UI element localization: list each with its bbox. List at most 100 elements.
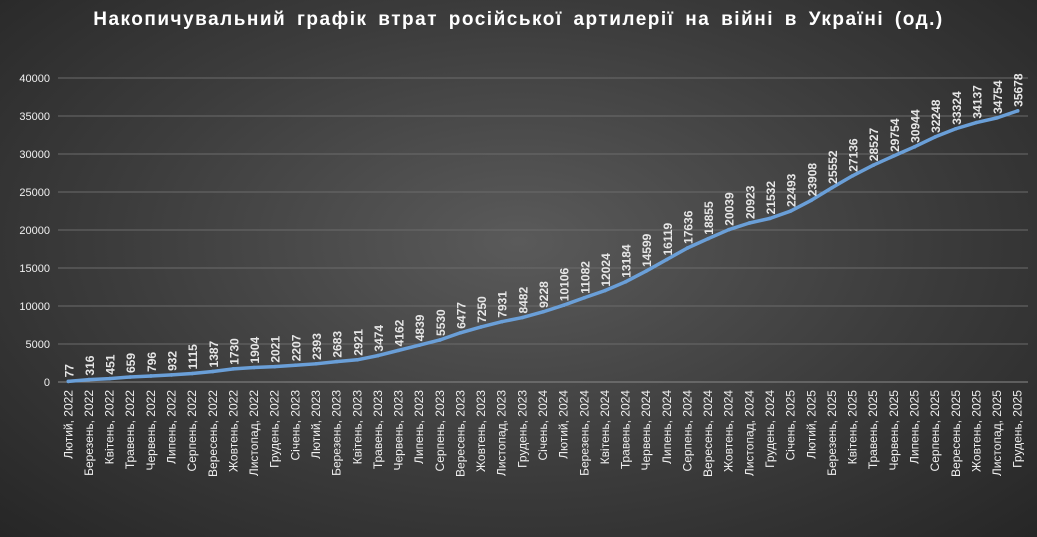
y-tick-label: 20000 <box>19 225 50 237</box>
data-label: 30944 <box>908 109 922 143</box>
data-point <box>107 376 112 381</box>
data-label: 1115 <box>186 344 200 370</box>
x-tick-label: Січень, 2025 <box>784 390 798 461</box>
data-point <box>871 163 876 167</box>
data-point <box>149 374 153 378</box>
data-point <box>623 280 628 284</box>
data-point <box>892 154 896 158</box>
data-label: 28527 <box>867 127 881 161</box>
data-label: 2921 <box>351 329 365 356</box>
x-tick-label: Березень, 2025 <box>825 390 839 476</box>
x-tick-label: Серпень, 2024 <box>680 390 694 472</box>
x-tick-label: Липень, 2025 <box>907 390 921 464</box>
data-point <box>376 353 380 358</box>
data-point <box>603 288 607 293</box>
y-tick-label: 0 <box>44 377 50 389</box>
data-label: 9228 <box>537 281 551 308</box>
data-point <box>499 319 504 324</box>
x-tick-label: Жовтень, 2022 <box>226 390 240 472</box>
x-tick-label: Березень, 2023 <box>330 390 344 476</box>
x-tick-label: Серпень, 2023 <box>433 390 447 472</box>
x-tick-label: Листопад, 2022 <box>247 390 261 476</box>
data-point <box>479 325 483 329</box>
x-tick-label: Квітень, 2023 <box>350 390 364 465</box>
data-point <box>768 216 772 221</box>
data-point <box>582 295 587 300</box>
data-label: 7250 <box>475 296 489 323</box>
data-label: 27136 <box>847 138 861 172</box>
data-point <box>830 186 834 190</box>
x-tick-label: Березень, 2022 <box>82 390 96 476</box>
data-label: 2021 <box>269 336 283 363</box>
x-tick-label: Липень, 2024 <box>660 390 674 464</box>
x-tick-label: Грудень, 2023 <box>515 390 529 468</box>
x-tick-label: Грудень, 2024 <box>763 390 777 468</box>
data-point <box>726 227 731 232</box>
data-point <box>644 269 648 273</box>
data-point <box>210 369 215 374</box>
data-label: 5530 <box>434 309 448 336</box>
data-label: 25552 <box>826 150 840 184</box>
data-label: 4162 <box>393 319 407 346</box>
x-tick-label: Травень, 2022 <box>123 390 137 469</box>
data-label: 6477 <box>454 302 468 329</box>
x-tick-label: Березень, 2024 <box>577 390 591 476</box>
x-tick-label: Серпень, 2022 <box>185 390 199 472</box>
x-tick-label: Січень, 2023 <box>288 390 302 461</box>
x-tick-label: Червень, 2023 <box>392 390 406 471</box>
data-label: 316 <box>83 355 97 375</box>
data-label: 21532 <box>764 181 778 215</box>
data-point <box>396 348 401 353</box>
data-label: 2207 <box>289 334 303 361</box>
data-point <box>665 257 669 262</box>
chart-title: Накопичувальний графік втрат російської … <box>93 9 944 30</box>
data-label: 3474 <box>372 325 386 352</box>
data-label: 11082 <box>578 261 592 294</box>
data-point <box>458 330 463 335</box>
x-tick-label: Лютий, 2024 <box>557 390 571 459</box>
data-label: 932 <box>166 351 180 371</box>
y-tick-label: 10000 <box>19 301 50 313</box>
x-tick-label: Лютий, 2022 <box>61 390 75 459</box>
x-tick-label: Червень, 2022 <box>144 390 158 471</box>
y-tick-label: 25000 <box>19 187 50 199</box>
data-label: 20039 <box>723 192 737 226</box>
data-label: 4839 <box>413 314 427 341</box>
y-tick-label: 5000 <box>26 339 50 351</box>
data-point <box>438 338 442 342</box>
x-tick-label: Квітень, 2025 <box>846 390 860 465</box>
data-label: 659 <box>124 353 138 373</box>
data-point <box>850 173 855 178</box>
data-point <box>520 315 525 320</box>
data-point <box>314 362 318 366</box>
data-label: 1904 <box>248 337 262 364</box>
x-tick-label: Листопад, 2023 <box>495 390 509 476</box>
x-tick-label: Грудень, 2025 <box>1011 390 1025 468</box>
data-label: 17636 <box>681 210 695 244</box>
x-tick-label: Липень, 2023 <box>412 390 426 464</box>
data-label: 29754 <box>888 118 902 152</box>
data-label: 2683 <box>331 331 345 358</box>
x-tick-label: Жовтень, 2024 <box>722 390 736 472</box>
data-point <box>334 359 339 364</box>
y-axis-ticks: 0 5000 10000 15000 20000 25000 30000 35000 40000 <box>19 73 50 389</box>
x-tick-label: Лютий, 2025 <box>804 390 818 459</box>
x-tick-label: Вересень, 2022 <box>206 390 220 477</box>
data-label: 14599 <box>640 233 654 267</box>
data-point <box>912 145 917 149</box>
y-tick-label: 40000 <box>19 73 50 85</box>
data-label: 20923 <box>743 185 757 219</box>
x-tick-label: Вересень, 2023 <box>453 390 467 477</box>
data-label: 12024 <box>599 253 613 287</box>
data-labels: 77 316 451 659 796 932 1115 1387 1730 1904 2021 220… <box>62 73 1025 377</box>
x-axis-ticks: Лютий, 2022 Березень, 2022 Квітень, 2022 Тр… <box>61 390 1024 477</box>
data-point <box>974 120 979 125</box>
x-tick-label: Листопад, 2024 <box>742 390 756 476</box>
data-point <box>190 371 194 376</box>
y-tick-label: 15000 <box>19 263 50 275</box>
x-tick-label: Жовтень, 2025 <box>969 390 983 472</box>
data-point <box>788 209 793 213</box>
data-label: 16119 <box>661 222 675 255</box>
data-label: 8482 <box>516 287 530 314</box>
